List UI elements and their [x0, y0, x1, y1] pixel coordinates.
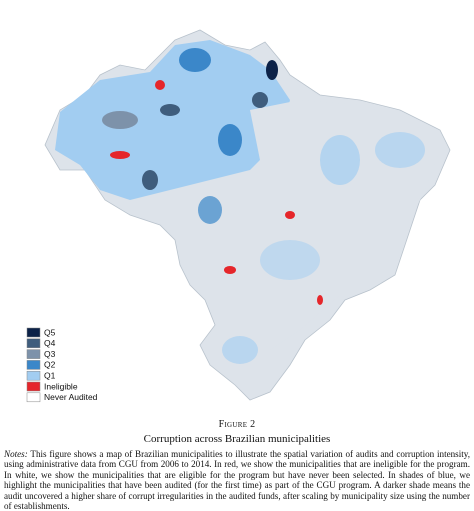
legend-swatch — [26, 349, 41, 359]
legend-swatch — [26, 392, 41, 403]
legend-swatch — [26, 327, 41, 338]
legend-label: Q4 — [44, 338, 56, 348]
figure-title: Corruption across Brazilian municipaliti… — [143, 433, 331, 445]
legend-label: Q3 — [44, 349, 56, 359]
legend-swatch — [26, 381, 41, 392]
legend-swatch — [26, 338, 41, 349]
legend-label: Q1 — [44, 370, 56, 380]
legend-label: Ineligible — [44, 381, 78, 391]
legend-swatch — [26, 360, 41, 370]
figure-label: Figure 2 — [218, 419, 256, 430]
legend-label: Q2 — [44, 360, 56, 370]
legend-label: Q5 — [44, 327, 56, 337]
legend-label: Never Audited — [44, 392, 98, 402]
map-regions — [55, 40, 440, 364]
legend-swatch — [26, 370, 41, 381]
figure-notes: Notes: This figure shows a map of Brazil… — [4, 449, 470, 511]
notes-label: Notes: — [4, 449, 28, 459]
notes-text: This figure shows a map of Brazilian mun… — [4, 449, 471, 511]
